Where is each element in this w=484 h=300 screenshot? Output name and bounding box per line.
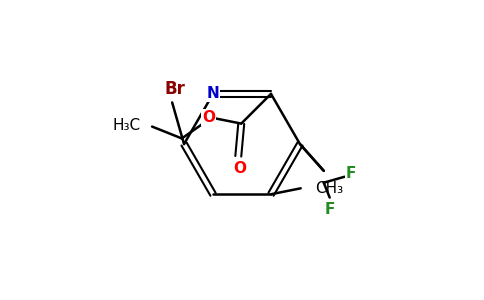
Text: F: F [324,202,335,217]
Text: H₃C: H₃C [112,118,140,133]
Text: CH₃: CH₃ [316,181,344,196]
Text: F: F [345,166,356,181]
Text: O: O [202,110,215,125]
Text: N: N [207,86,219,101]
Text: Br: Br [165,80,185,98]
Text: O: O [233,161,246,176]
